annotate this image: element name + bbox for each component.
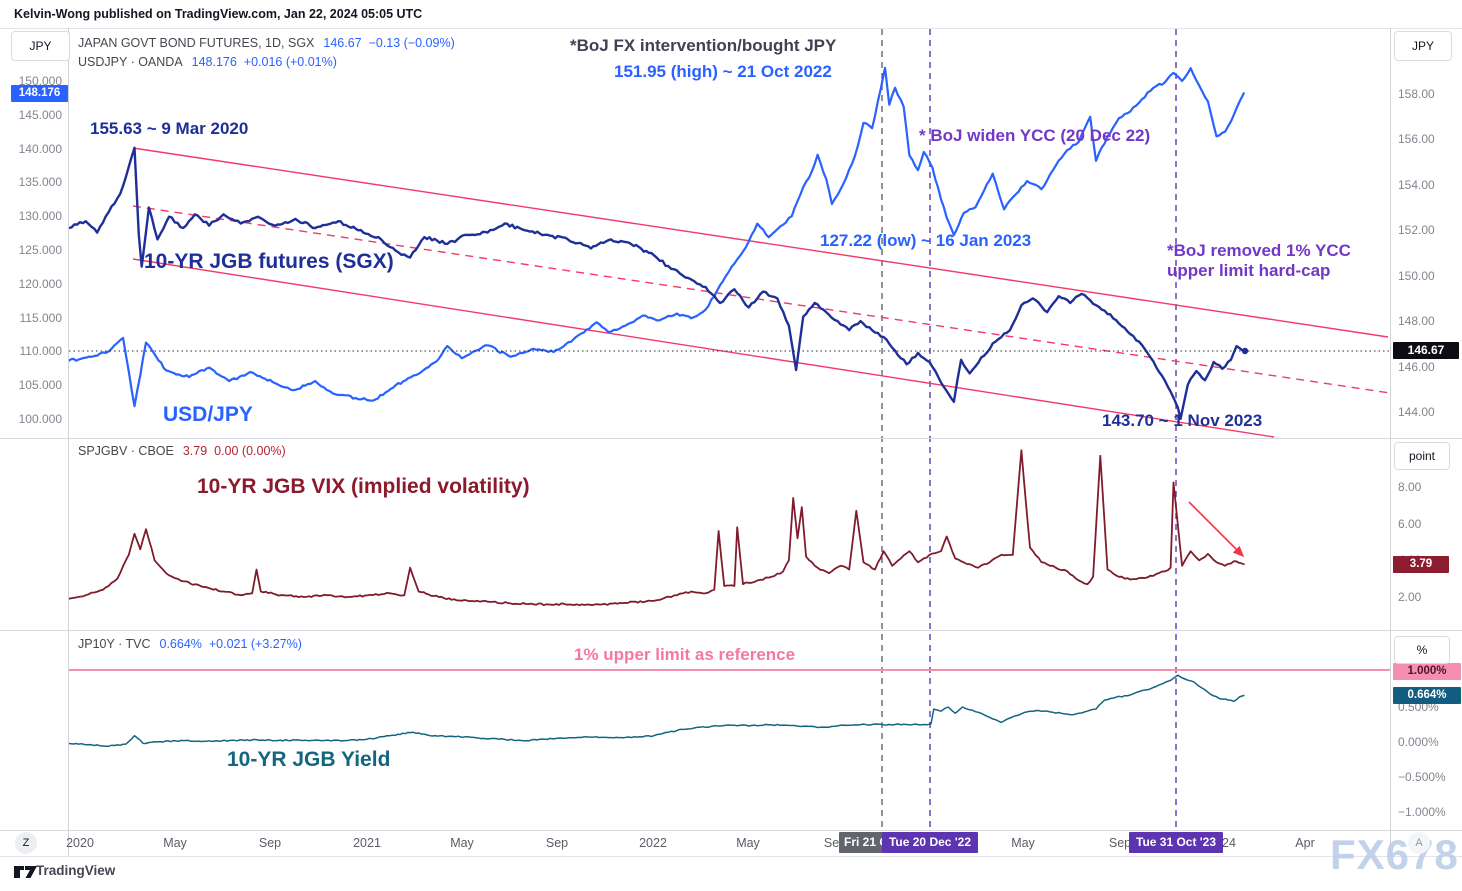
- vix-last-price-badge: 3.79: [1393, 556, 1449, 573]
- time-tick-label: Sep: [545, 836, 569, 850]
- price-tick-label: 0.000%: [1398, 735, 1439, 749]
- price-tick-label: 2.00: [1398, 590, 1422, 604]
- legend-jgb-futures[interactable]: JAPAN GOVT BOND FUTURES, 1D, SGX 146.67 …: [78, 36, 455, 50]
- legend-values: 3.79 0.00 (0.00%): [182, 444, 286, 458]
- price-tick-label: 158.00: [1398, 87, 1435, 101]
- price-tick-label: 115.000: [19, 310, 63, 325]
- panel-separators: [0, 28, 1462, 857]
- time-tick-label: May: [450, 836, 474, 850]
- legend-symbol: JP10Y · TVC: [78, 637, 151, 651]
- usdjpy-last-price-badge: 148.176: [11, 85, 68, 102]
- price-tick-label: 8.00: [1398, 480, 1422, 494]
- price-tick-label: 130.000: [18, 209, 62, 224]
- date-badge-dec-20-22: Tue 20 Dec '22: [882, 832, 978, 853]
- date-badge-oct-21-22: Fri 21 Oct '22: [839, 832, 887, 853]
- chart-annotation: 10-YR JGB Yield: [227, 748, 391, 771]
- chart-annotation: 10-YR JGB VIX (implied volatility): [197, 475, 530, 498]
- price-tick-label: 144.00: [1398, 405, 1435, 419]
- price-tick-label: 156.00: [1398, 132, 1435, 147]
- time-tick-label: 2020: [66, 836, 94, 850]
- time-tick-label: May: [736, 836, 760, 850]
- timezone-button[interactable]: Z: [15, 832, 37, 854]
- legend-values: 148.176 +0.016 (+0.01%): [191, 55, 337, 69]
- tradingview-logo-icon[interactable]: [13, 865, 39, 880]
- price-tick-label: 105.000: [18, 378, 62, 393]
- legend-values: 146.67 −0.13 (−0.09%): [323, 36, 455, 50]
- price-tick-label: 150.000: [18, 74, 62, 88]
- legend-usdjpy[interactable]: USDJPY · OANDA 148.176 +0.016 (+0.01%): [78, 55, 337, 69]
- time-tick-label: 2021: [353, 836, 381, 850]
- price-tick-label: 6.00: [1398, 516, 1422, 531]
- auto-scale-button[interactable]: A: [1408, 832, 1430, 854]
- legend-symbol: SPJGBV · CBOE: [78, 444, 174, 458]
- legend-jp10y[interactable]: JP10Y · TVC 0.664% +0.021 (+3.27%): [78, 637, 302, 651]
- chart-annotation: USD/JPY: [163, 403, 253, 426]
- price-tick-label: 154.00: [1398, 177, 1435, 192]
- time-tick-label: 2022: [639, 836, 667, 850]
- yield-last-price-badge: 0.664%: [1393, 687, 1461, 704]
- price-tick-label: −1.000%: [1398, 805, 1446, 819]
- price-tick-label: 152.00: [1398, 223, 1435, 238]
- price-tick-label: 148.00: [1398, 314, 1435, 329]
- chart-annotation: 10-YR JGB futures (SGX): [144, 250, 394, 273]
- price-tick-label: −0.500%: [1398, 770, 1446, 784]
- legend-symbol: JAPAN GOVT BOND FUTURES, 1D, SGX: [78, 36, 315, 50]
- chart-annotation: 1% upper limit as reference: [574, 645, 796, 664]
- fx678-watermark: FX678: [1330, 831, 1459, 878]
- chart-annotation: 151.95 (high) ~ 21 Oct 2022: [614, 62, 832, 81]
- vix-axis-unit-button[interactable]: point: [1394, 442, 1450, 470]
- price-tick-label: 150.00: [1398, 268, 1435, 283]
- price-tick-label: 120.000: [18, 276, 62, 291]
- price-tick-label: 135.000: [18, 175, 62, 190]
- time-tick-label: May: [163, 836, 187, 850]
- yield-limit-badge: 1.000%: [1393, 663, 1461, 680]
- time-tick-label: Apr: [1295, 836, 1315, 850]
- legend-values: 0.664% +0.021 (+3.27%): [159, 637, 302, 651]
- time-tick-label: Sep: [258, 836, 282, 850]
- time-tick-label: Sep: [1108, 836, 1132, 850]
- publish-header: Kelvin-Wong published on TradingView.com…: [14, 7, 423, 21]
- yield-axis-unit-button[interactable]: %: [1394, 636, 1450, 664]
- jgb-last-price-badge: 146.67: [1393, 342, 1459, 359]
- time-tick-label: May: [1011, 836, 1035, 850]
- chart-annotation: 143.70 ~ 1 Nov 2023: [1102, 411, 1263, 430]
- chart-annotation: * BoJ widen YCC (20 Dec 22): [919, 126, 1151, 145]
- legend-symbol: USDJPY · OANDA: [78, 55, 183, 69]
- chart-annotation: *BoJ removed 1% YCC upper limit hard-cap: [1167, 241, 1351, 281]
- price-tick-label: 140.000: [18, 141, 62, 156]
- chart-annotation: 127.22 (low) ~ 16 Jan 2023: [820, 231, 1032, 250]
- price-tick-label: 100.000: [18, 412, 62, 426]
- tradingview-brand-link[interactable]: TradingView: [36, 863, 116, 878]
- price-tick-label: 146.00: [1398, 359, 1435, 374]
- price-tick-label: 125.000: [18, 243, 62, 257]
- legend-jgb-vix[interactable]: SPJGBV · CBOE 3.79 0.00 (0.00%): [78, 444, 286, 458]
- chart-annotation: 155.63 ~ 9 Mar 2020: [90, 119, 249, 138]
- chart-annotation: *BoJ FX intervention/bought JPY: [570, 36, 837, 55]
- right-axis-currency-button[interactable]: JPY: [1394, 31, 1452, 61]
- left-axis-currency-button[interactable]: JPY: [11, 31, 70, 61]
- date-badge-oct-31-23: Tue 31 Oct '23: [1129, 832, 1223, 853]
- price-tick-label: 110.000: [19, 344, 63, 359]
- price-tick-label: 145.000: [18, 107, 62, 122]
